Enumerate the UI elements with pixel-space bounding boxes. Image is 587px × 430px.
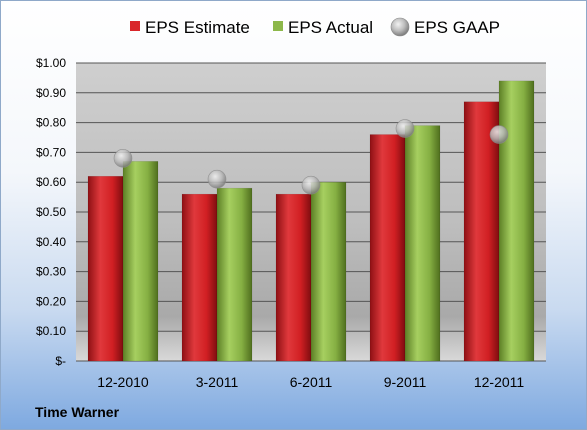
x-tick-label: 6-2011: [290, 374, 333, 390]
y-tick-label: $0.70: [36, 145, 66, 159]
legend-swatch: [390, 17, 410, 37]
y-tick-label: $0.10: [36, 324, 66, 338]
legend-label: EPS GAAP: [414, 18, 500, 37]
bar: [404, 125, 441, 362]
x-tick-label: 3-2011: [196, 374, 239, 390]
y-tick-label: $0.40: [36, 235, 66, 249]
y-tick-label: $0.60: [36, 175, 66, 189]
bar: [369, 134, 406, 362]
y-tick-label: $-: [55, 354, 66, 368]
bar: [87, 175, 124, 362]
gaap-marker: [489, 125, 509, 144]
legend-swatch: [273, 21, 283, 31]
x-tick-label: 12-2010: [97, 374, 149, 390]
bar: [275, 193, 312, 362]
bar: [463, 101, 500, 362]
x-axis: 12-2010 3-2011 6-2011 9-2011 12-2011: [97, 374, 524, 390]
x-tick-label: 9-2011: [384, 374, 427, 390]
y-tick-label: $0.80: [36, 116, 66, 130]
gaap-marker: [207, 169, 227, 189]
gaap-marker: [395, 119, 415, 138]
bar: [498, 80, 535, 362]
legend-label: EPS Actual: [288, 18, 373, 37]
x-tick-label: 12-2011: [474, 374, 525, 390]
bar: [122, 161, 159, 362]
y-tick-label: $0.30: [36, 265, 66, 279]
bar: [181, 193, 218, 362]
legend-label: EPS Estimate: [145, 18, 250, 37]
gaap-markers: [113, 119, 509, 195]
gaap-marker: [301, 175, 321, 195]
gaap-marker: [113, 149, 133, 168]
y-tick-label: $0.90: [36, 86, 66, 100]
bar: [310, 181, 347, 362]
legend: EPS Estimate EPS Actual EPS GAAP: [130, 17, 500, 37]
y-axis: $- $0.10 $0.20 $0.30 $0.40 $0.50 $0.60 $0.70 $0.…: [36, 56, 66, 368]
y-tick-label: $0.20: [36, 294, 66, 308]
company-label: Time Warner: [35, 404, 120, 420]
bars: [87, 80, 535, 362]
legend-swatch: [130, 21, 140, 31]
bar: [216, 187, 253, 362]
y-tick-label: $0.50: [36, 205, 66, 219]
y-tick-label: $1.00: [36, 56, 66, 70]
